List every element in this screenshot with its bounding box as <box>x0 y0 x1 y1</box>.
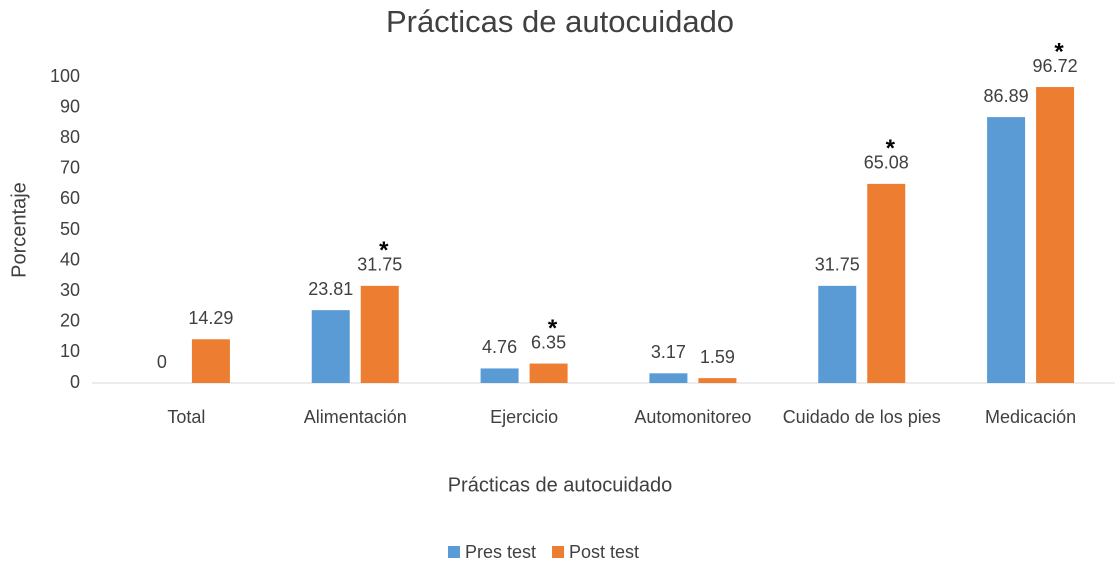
annotation: * <box>1054 38 1064 65</box>
y-tick-label: 90 <box>60 96 80 116</box>
x-tick-label: Ejercicio <box>490 407 559 427</box>
y-tick-label: 0 <box>70 372 80 392</box>
x-tick-label-box: Cuidado de los pies <box>782 407 941 427</box>
value-label: 1.59 <box>700 347 735 367</box>
x-tick-label: Alimentación <box>303 407 407 427</box>
y-tick-label: 20 <box>60 311 80 331</box>
y-tick-label: 10 <box>60 341 80 361</box>
bar <box>649 373 688 383</box>
annotation: * <box>548 315 558 342</box>
y-axis-label: Porcentaje <box>8 182 30 278</box>
value-label: 31.75 <box>357 255 402 275</box>
x-tick-label-box: Automonitoreo <box>634 407 752 427</box>
y-tick-label: 40 <box>60 249 80 269</box>
value-label: 96.72 <box>1033 56 1078 76</box>
value-label: 14.29 <box>188 308 233 328</box>
y-tick-label: 100 <box>50 66 80 86</box>
value-label: 6.35 <box>531 332 566 352</box>
bar <box>529 363 568 383</box>
y-tick-label: 60 <box>60 188 80 208</box>
value-label: 65.08 <box>864 153 909 173</box>
x-tick-label-box: Ejercicio <box>490 407 559 427</box>
x-tick-label: Cuidado de los pies <box>782 407 941 427</box>
y-tick-label: 30 <box>60 280 80 300</box>
legend-label: Pres test <box>465 542 536 562</box>
bar <box>1036 87 1075 383</box>
x-tick-label: Automonitoreo <box>634 407 752 427</box>
bar <box>818 285 857 383</box>
value-label: 3.17 <box>651 342 686 362</box>
annotation: * <box>379 237 389 264</box>
annotation: * <box>886 135 896 162</box>
chart-title: Prácticas de autocuidado <box>386 4 734 39</box>
y-tick-label: 70 <box>60 158 80 178</box>
bar <box>311 310 350 383</box>
y-tick-label: 50 <box>60 219 80 239</box>
bar <box>360 285 399 383</box>
value-label: 23.81 <box>308 279 353 299</box>
x-tick-label-box: Medicación <box>985 407 1077 427</box>
value-label: 31.75 <box>815 255 860 275</box>
legend-swatch <box>552 546 565 558</box>
x-tick-label-box: Alimentación <box>303 407 407 427</box>
bar <box>191 339 230 383</box>
bar <box>698 378 737 383</box>
x-tick-label: Medicación <box>985 407 1077 427</box>
bar <box>987 117 1026 383</box>
y-tick-label: 80 <box>60 127 80 147</box>
value-label: 86.89 <box>984 86 1029 106</box>
legend-swatch <box>448 546 460 558</box>
bar <box>867 183 906 383</box>
bar <box>480 368 519 383</box>
legend-label: Post test <box>569 542 639 562</box>
x-tick-label-box: Total <box>167 407 206 427</box>
x-axis-label: Prácticas de autocuidado <box>448 474 673 496</box>
value-label: 4.76 <box>482 337 517 357</box>
value-label: 0 <box>157 352 167 372</box>
x-tick-label: Total <box>167 407 206 427</box>
